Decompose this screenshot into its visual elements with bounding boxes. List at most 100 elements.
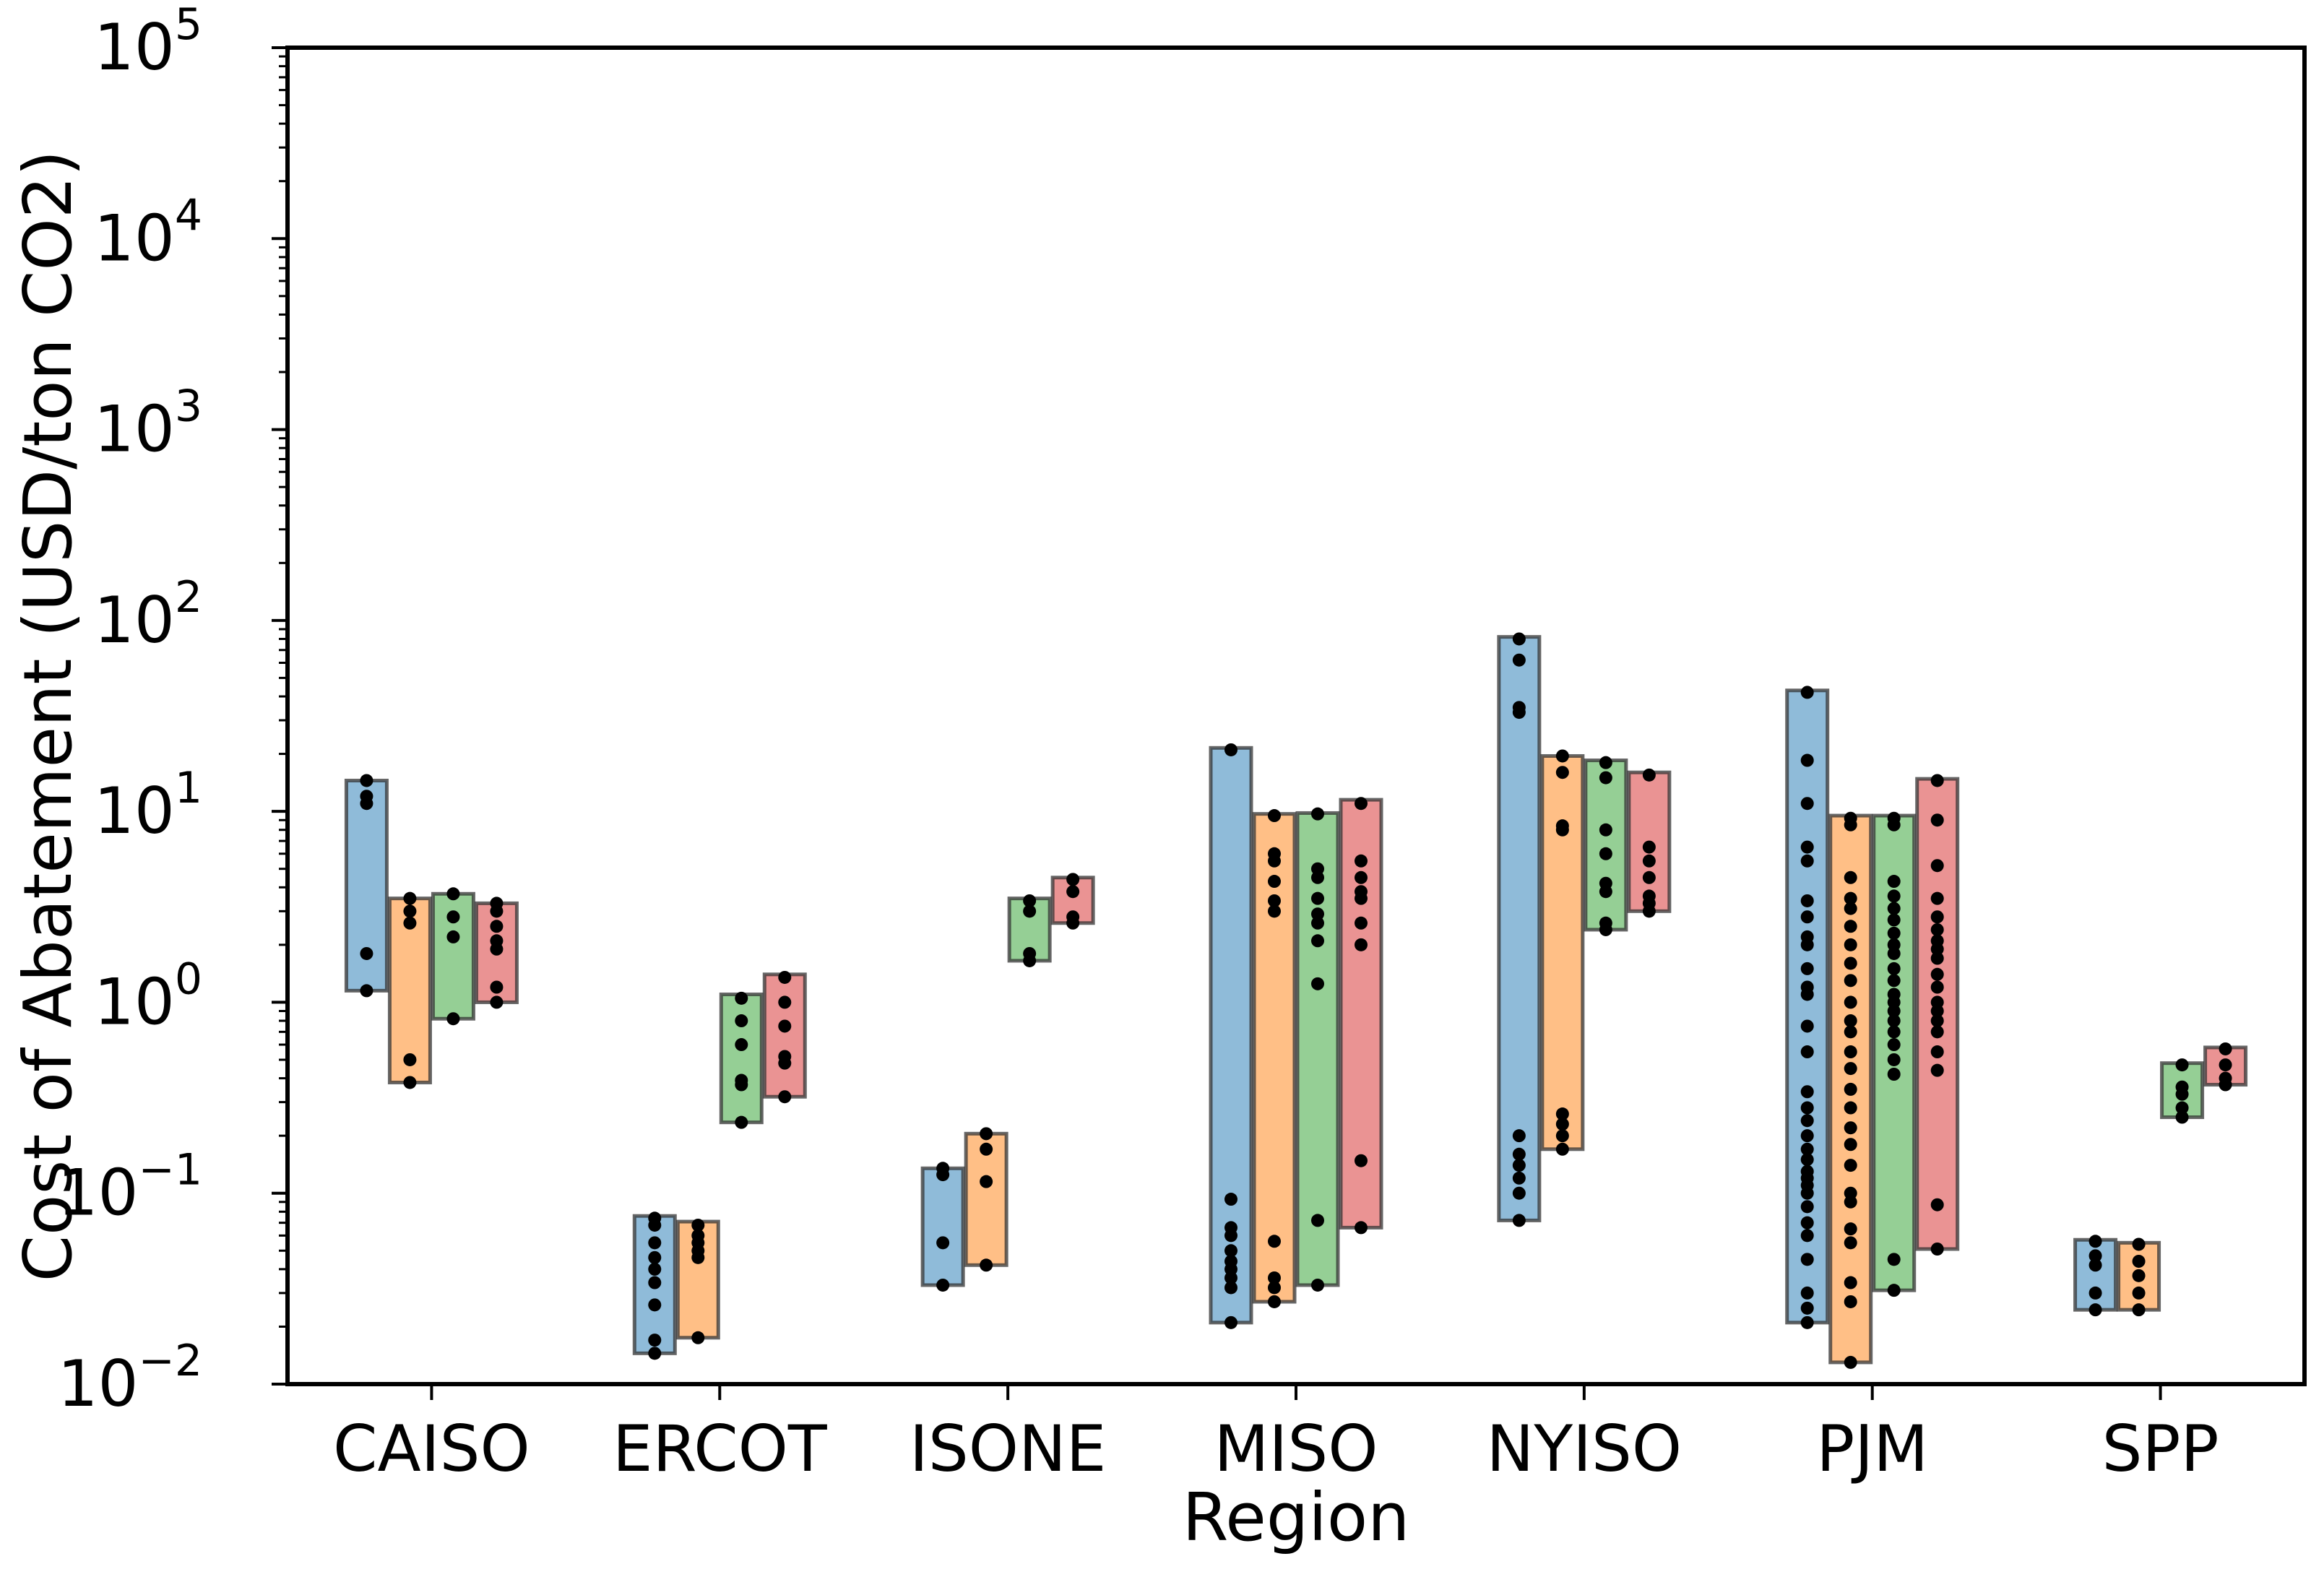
data-point [1800, 686, 1814, 699]
data-point [1642, 840, 1656, 854]
data-point [1512, 1171, 1526, 1185]
x-tick-label: MISO [1214, 1412, 1378, 1486]
data-point [1023, 894, 1037, 907]
data-point [1887, 926, 1901, 940]
data-point [1355, 938, 1368, 951]
range-bar [1540, 753, 1585, 1152]
data-point [2088, 1286, 2102, 1300]
data-point [1311, 977, 1324, 990]
data-point [1268, 904, 1281, 918]
data-point [403, 904, 417, 918]
bars-layer [344, 635, 2248, 1365]
data-point [2175, 1058, 2189, 1072]
data-point [1224, 743, 1237, 756]
data-point [1599, 771, 1612, 785]
data-point [1844, 938, 1857, 951]
data-point [980, 1127, 993, 1141]
data-point [1930, 1063, 1944, 1077]
data-point [1844, 995, 1857, 1009]
data-point [1268, 1295, 1281, 1308]
data-point [1355, 1221, 1368, 1235]
data-point [1800, 1253, 1814, 1266]
data-point [648, 1334, 662, 1347]
data-point [1800, 930, 1814, 943]
data-point [1268, 847, 1281, 860]
data-point [1930, 774, 1944, 787]
x-tick-label: SPP [2102, 1412, 2219, 1486]
data-point [648, 1276, 662, 1289]
data-point [1555, 819, 1569, 833]
data-point [735, 991, 748, 1005]
data-point [1930, 1025, 1944, 1039]
data-point [446, 930, 460, 943]
data-point [1555, 1129, 1569, 1143]
data-point [2088, 1235, 2102, 1248]
range-bar [1584, 759, 1628, 932]
data-point [490, 896, 504, 910]
y-tick-label: 103 [94, 381, 202, 467]
data-point [360, 946, 373, 960]
data-point [1555, 749, 1569, 763]
x-tick-label: CAISO [333, 1412, 530, 1486]
data-point [691, 1218, 705, 1232]
data-point [1800, 1165, 1814, 1178]
x-axis-title: Region [1183, 1479, 1410, 1556]
data-point [1930, 1242, 1944, 1256]
data-point [1844, 1138, 1857, 1152]
data-point [2132, 1254, 2146, 1268]
data-point [735, 1038, 748, 1052]
data-point [1930, 1045, 1944, 1059]
data-point [1599, 876, 1612, 890]
data-point [778, 1019, 792, 1033]
data-point [1512, 1159, 1526, 1172]
data-point [1844, 920, 1857, 933]
data-point [1355, 916, 1368, 930]
data-point [1800, 980, 1814, 994]
range-bar [762, 972, 807, 1099]
range-bar [719, 992, 764, 1125]
data-point [1930, 967, 1944, 981]
x-axis: CAISO ERCOT ISONE MISO NYISO PJM SPP [333, 1384, 2219, 1486]
data-point [1800, 1142, 1814, 1156]
data-point [2219, 1058, 2232, 1072]
data-point [2088, 1249, 2102, 1263]
y-tick-label: 105 [94, 0, 202, 85]
data-point [360, 984, 373, 998]
data-point [1800, 753, 1814, 767]
data-point [691, 1331, 705, 1344]
range-bar [1295, 811, 1340, 1287]
data-point [1930, 951, 1944, 965]
data-point [1887, 974, 1901, 988]
data-point [1311, 907, 1324, 921]
data-point [1844, 891, 1857, 905]
data-point [1887, 938, 1901, 951]
data-point [1844, 1222, 1857, 1236]
data-point [980, 1142, 993, 1156]
data-point [1844, 1295, 1857, 1308]
y-tick-label: 104 [94, 190, 202, 275]
data-point [490, 920, 504, 933]
data-point [1642, 768, 1656, 782]
points-layer [360, 632, 2232, 1369]
data-point [1887, 962, 1901, 975]
data-point [1599, 823, 1612, 837]
data-point [1844, 1159, 1857, 1172]
data-point [1844, 974, 1857, 988]
data-point [446, 910, 460, 924]
data-point [1555, 1107, 1569, 1121]
data-point [1224, 1254, 1237, 1268]
data-point [1844, 1186, 1857, 1200]
data-point [403, 1053, 417, 1066]
data-point [1023, 946, 1037, 960]
data-point [1887, 1253, 1901, 1266]
data-point [2132, 1303, 2146, 1317]
data-point [936, 1278, 950, 1292]
data-point [1844, 1062, 1857, 1076]
data-point [403, 891, 417, 905]
data-point [936, 1162, 950, 1175]
data-point [1887, 1053, 1901, 1066]
data-point [648, 1262, 662, 1276]
data-point [1844, 1101, 1857, 1115]
data-point [1844, 1025, 1857, 1039]
data-point [1512, 1129, 1526, 1143]
